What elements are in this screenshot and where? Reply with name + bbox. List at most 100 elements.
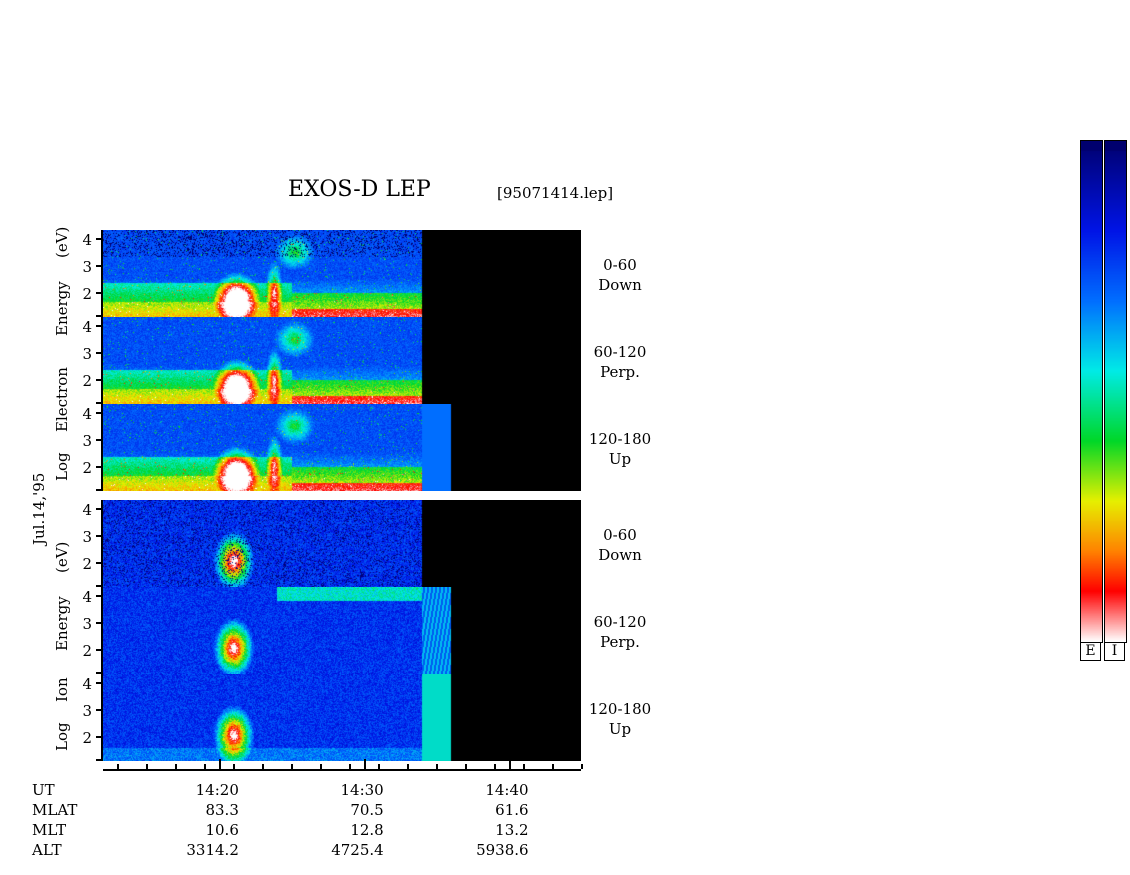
- angle-range: 0-60: [603, 526, 637, 544]
- x-tick: [494, 764, 496, 769]
- y-tick-label: 2: [82, 372, 92, 390]
- ephemeris-label: UT: [32, 781, 55, 799]
- ephemeris-value: 83.3: [205, 801, 239, 819]
- y-axis-label-word: (eV): [53, 541, 71, 573]
- y-tick-label: 4: [82, 675, 92, 693]
- x-tick: [378, 764, 380, 769]
- angle-label: 120-180 Up: [588, 699, 652, 739]
- x-tick-major: [509, 759, 511, 769]
- y-tick-label: 2: [82, 729, 92, 747]
- angle-range: 120-180: [588, 430, 652, 448]
- y-tick: [96, 736, 103, 738]
- y-axis-label-word: Electron: [53, 367, 71, 432]
- ephemeris-value: 70.5: [350, 801, 384, 819]
- y-tick: [96, 325, 103, 327]
- y-axis-line: [101, 500, 103, 761]
- colorbar-ion-gradient: [1105, 141, 1126, 642]
- date-label: Jul.14,'95: [30, 472, 48, 545]
- y-tick: [96, 402, 103, 404]
- y-tick: [96, 466, 103, 468]
- x-axis-line: [103, 769, 581, 771]
- y-tick-label: 4: [82, 231, 92, 249]
- y-tick: [96, 379, 103, 381]
- x-tick: [233, 764, 235, 769]
- direction: Up: [608, 450, 632, 468]
- x-tick: [204, 764, 206, 769]
- chart-title: EXOS-D LEP: [288, 177, 431, 202]
- y-tick-label: 3: [82, 345, 92, 363]
- spectrogram-image: [103, 404, 581, 491]
- ephemeris-value: 13.2: [495, 821, 529, 839]
- angle-range: 60-120: [593, 343, 647, 361]
- y-tick-label: 4: [82, 405, 92, 423]
- angle-label: 120-180 Up: [588, 429, 652, 469]
- x-tick: [523, 764, 525, 769]
- ephemeris-value: 61.6: [495, 801, 529, 819]
- angle-label: 0-60 Down: [588, 255, 652, 295]
- x-tick: [320, 764, 322, 769]
- ephemeris-label: MLAT: [32, 801, 78, 819]
- x-tick: [552, 764, 554, 769]
- angle-range: 120-180: [588, 700, 652, 718]
- y-tick: [96, 508, 103, 510]
- y-tick: [96, 682, 103, 684]
- y-axis-label-word: Ion: [53, 677, 71, 702]
- y-tick-label: 3: [82, 702, 92, 720]
- y-tick: [96, 315, 103, 317]
- y-tick-label: 4: [82, 501, 92, 519]
- spectrogram-ion-1: [103, 500, 581, 587]
- angle-range: 0-60: [603, 256, 637, 274]
- x-tick: [175, 764, 177, 769]
- y-tick: [96, 562, 103, 564]
- x-tick-major: [219, 759, 221, 769]
- y-tick: [96, 709, 103, 711]
- spectrogram-image: [103, 317, 581, 404]
- file-name: [95071414.lep]: [497, 184, 614, 202]
- y-tick: [96, 672, 103, 674]
- y-tick-label: 4: [82, 588, 92, 606]
- y-axis-label-word: Energy: [53, 596, 71, 651]
- spectrogram-electron-1: [103, 230, 581, 317]
- y-tick: [96, 292, 103, 294]
- direction: Up: [608, 720, 632, 738]
- y-tick: [96, 412, 103, 414]
- y-tick: [96, 759, 103, 761]
- ephemeris-value: 12.8: [350, 821, 384, 839]
- y-tick: [96, 595, 103, 597]
- x-tick: [146, 764, 148, 769]
- y-axis-line: [101, 230, 103, 491]
- y-tick-label: 3: [82, 615, 92, 633]
- y-tick-label: 3: [82, 528, 92, 546]
- y-tick-label: 2: [82, 459, 92, 477]
- y-tick: [96, 622, 103, 624]
- angle-range: 60-120: [593, 613, 647, 631]
- x-tick: [581, 764, 583, 769]
- ephemeris-value: 14:30: [340, 781, 384, 799]
- ephemeris-value: 14:40: [485, 781, 529, 799]
- y-tick: [96, 265, 103, 267]
- colorbar-electron: [1080, 140, 1103, 643]
- spectrogram-image: [103, 674, 581, 761]
- colorbar-electron-label: E: [1080, 642, 1101, 661]
- spectrogram-electron-2: [103, 317, 581, 404]
- ephemeris-value: 4725.4: [331, 841, 384, 859]
- ephemeris-value: 5938.6: [476, 841, 529, 859]
- x-tick: [436, 764, 438, 769]
- y-tick: [96, 489, 103, 491]
- y-tick: [96, 352, 103, 354]
- angle-label: 60-120 Perp.: [588, 342, 652, 382]
- angle-label: 60-120 Perp.: [588, 612, 652, 652]
- x-tick-major: [364, 759, 366, 769]
- ephemeris-label: MLT: [32, 821, 67, 839]
- direction: Down: [598, 276, 642, 294]
- y-tick: [96, 238, 103, 240]
- ephemeris-label: ALT: [32, 841, 62, 859]
- spectrogram-ion-3: [103, 674, 581, 761]
- y-axis-label-word: Log: [53, 722, 71, 751]
- ephemeris-value: 3314.2: [186, 841, 239, 859]
- y-tick: [96, 535, 103, 537]
- y-tick-label: 3: [82, 258, 92, 276]
- y-tick: [96, 585, 103, 587]
- y-tick: [96, 649, 103, 651]
- spectrogram-image: [103, 230, 581, 317]
